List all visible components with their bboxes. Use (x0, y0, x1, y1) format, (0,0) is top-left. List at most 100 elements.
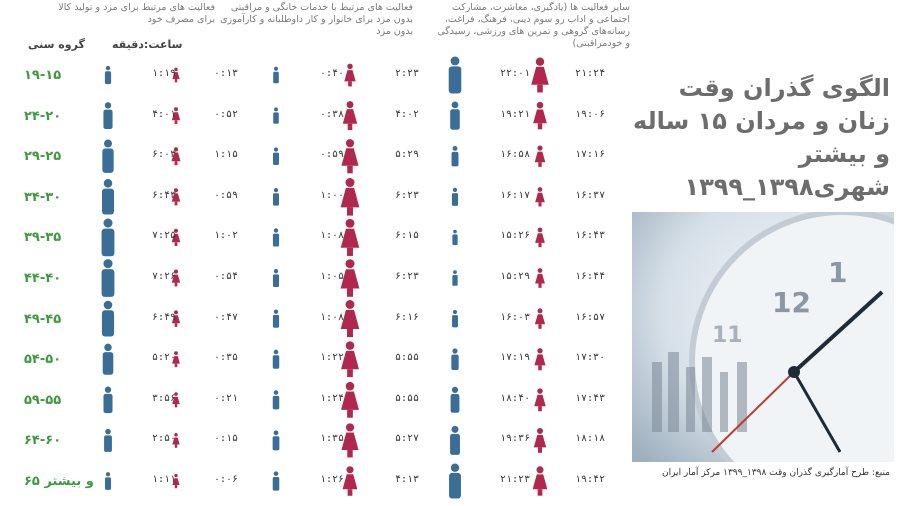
paid-female-value: ۰:۰۶ (214, 474, 239, 485)
paid-male-figure (101, 259, 115, 297)
care-female-value: ۲:۲۳ (395, 68, 420, 79)
paid-female-value: ۰:۱۳ (214, 68, 239, 79)
other-male-figure (450, 101, 460, 130)
paid-female-figure (172, 351, 180, 368)
paid-female-figure (172, 473, 180, 489)
paid-male-value: ۳:۵۶ (152, 392, 177, 404)
other-male-value: ۱۸:۴۰ (500, 392, 531, 404)
age-column-header: گروه سنی (28, 38, 85, 51)
paid-female-value: ۰:۱۵ (214, 433, 239, 445)
care-male-figure (272, 471, 280, 491)
care-male-figure (272, 309, 280, 328)
care-male-value: ۰:۳۸ (320, 108, 345, 120)
paid-female-value: ۰:۵۴ (214, 271, 239, 282)
other-female-figure (535, 268, 545, 288)
paid-female-value: ۱:۱۵ (214, 149, 239, 161)
care-male-value: ۱:۳۵ (320, 433, 345, 445)
care-female-figure (340, 259, 360, 297)
other-male-value: ۱۷:۱۹ (500, 352, 531, 364)
other-male-figure (452, 270, 458, 286)
care-female-figure (340, 178, 360, 216)
paid-male-value: ۶:۰۳ (152, 149, 177, 161)
paid-activity-header: فعالیت های مرتبط برای مزد و تولید کالا ب… (58, 2, 215, 25)
care-female-figure (341, 139, 359, 174)
paid-female-value: ۱:۰۲ (214, 230, 239, 242)
unit-column-header: ساعت:دقیقه (112, 38, 183, 51)
paid-male-value: ۲:۵۰ (152, 433, 177, 445)
care-female-figure (344, 63, 356, 87)
other-male-figure (448, 56, 462, 94)
other-male-figure (451, 145, 459, 167)
paid-male-figure (104, 65, 112, 85)
care-female-value: ۵:۲۹ (395, 149, 420, 161)
care-male-figure (273, 107, 279, 124)
age-group-label: ۲۴-۲۰ (24, 108, 62, 124)
care-female-value: ۶:۲۳ (395, 189, 420, 201)
care-female-value: ۴:۱۳ (395, 474, 420, 485)
other-female-figure (534, 308, 546, 329)
paid-female-figure (171, 310, 181, 327)
other-male-value: ۱۵:۲۹ (500, 271, 531, 282)
other-female-figure (534, 388, 546, 412)
source-note: منبع: طرح آمارگیری گذران وقت ۱۳۹۸_۱۳۹۹ م… (661, 468, 890, 478)
care-male-value: ۱:۰۸ (320, 311, 345, 323)
other-female-value: ۱۶:۴۴ (575, 271, 606, 282)
svg-text:12: 12 (772, 286, 811, 319)
care-male-figure (272, 349, 280, 369)
care-male-figure (273, 147, 279, 166)
other-male-figure (450, 386, 460, 413)
other-male-figure (450, 425, 460, 455)
care-male-value: ۱:۰۵ (320, 271, 345, 282)
care-female-value: ۶:۲۳ (395, 271, 420, 282)
other-female-value: ۱۹:۴۲ (575, 474, 606, 485)
paid-female-figure (172, 433, 180, 448)
paid-male-figure (104, 428, 112, 452)
paid-male-value: ۶:۴۹ (152, 311, 177, 323)
age-group-label: ۳۴-۳۰ (24, 189, 62, 205)
paid-male-figure (102, 139, 114, 173)
paid-male-value: ۷:۲۶ (152, 271, 177, 282)
paid-male-figure (101, 218, 115, 257)
age-group-label: ۲۹-۲۵ (24, 149, 62, 165)
care-male-value: ۱:۰۰ (320, 189, 345, 201)
other-female-figure (533, 101, 547, 130)
age-group-label: ۶۴-۶۰ (24, 433, 62, 449)
care-female-value: ۶:۱۵ (395, 230, 420, 242)
other-male-value: ۲۲:۰۱ (500, 68, 531, 79)
svg-text:11: 11 (712, 323, 743, 348)
care-female-figure (342, 101, 358, 131)
other-female-figure (531, 57, 549, 93)
other-male-figure (449, 463, 461, 499)
age-group-label: ۱۹-۱۵ (24, 68, 62, 83)
paid-female-value: ۰:۴۷ (214, 311, 239, 323)
care-male-value: ۰:۴۰ (320, 68, 345, 79)
care-female-value: ۵:۵۵ (395, 352, 420, 364)
paid-male-figure (104, 472, 112, 490)
care-female-figure (341, 423, 359, 458)
other-female-figure (535, 187, 545, 207)
care-female-figure (342, 466, 358, 496)
paid-female-figure (172, 392, 180, 408)
other-female-value: ۱۸:۱۸ (575, 433, 606, 445)
care-male-figure (272, 390, 280, 410)
other-male-value: ۱۶:۰۳ (500, 311, 531, 323)
paid-female-figure (171, 269, 181, 287)
care-female-value: ۵:۲۷ (395, 433, 420, 445)
paid-male-value: ۱:۱۱ (152, 474, 177, 485)
other-female-value: ۱۷:۱۶ (575, 149, 606, 161)
paid-male-figure (102, 343, 114, 375)
other-female-value: ۱۹:۰۶ (575, 108, 606, 120)
paid-female-value: ۰:۲۱ (214, 392, 239, 404)
other-activity-header: سایر فعالیت ها (یادگیری، معاشرت، مشارکت … (437, 2, 630, 49)
other-female-value: ۱۷:۳۰ (575, 352, 606, 364)
other-male-figure (451, 348, 459, 370)
age-group-label: ۴۴-۴۰ (24, 271, 62, 286)
other-female-value: ۱۶:۵۷ (575, 311, 606, 323)
paid-male-figure (101, 300, 115, 337)
care-female-value: ۶:۱۶ (395, 311, 420, 323)
paid-male-figure (103, 102, 113, 130)
care-male-value: ۱:۲۲ (320, 352, 345, 364)
other-female-figure (534, 145, 546, 167)
paid-male-value: ۵:۲۰ (152, 352, 177, 364)
care-female-figure (340, 218, 360, 256)
